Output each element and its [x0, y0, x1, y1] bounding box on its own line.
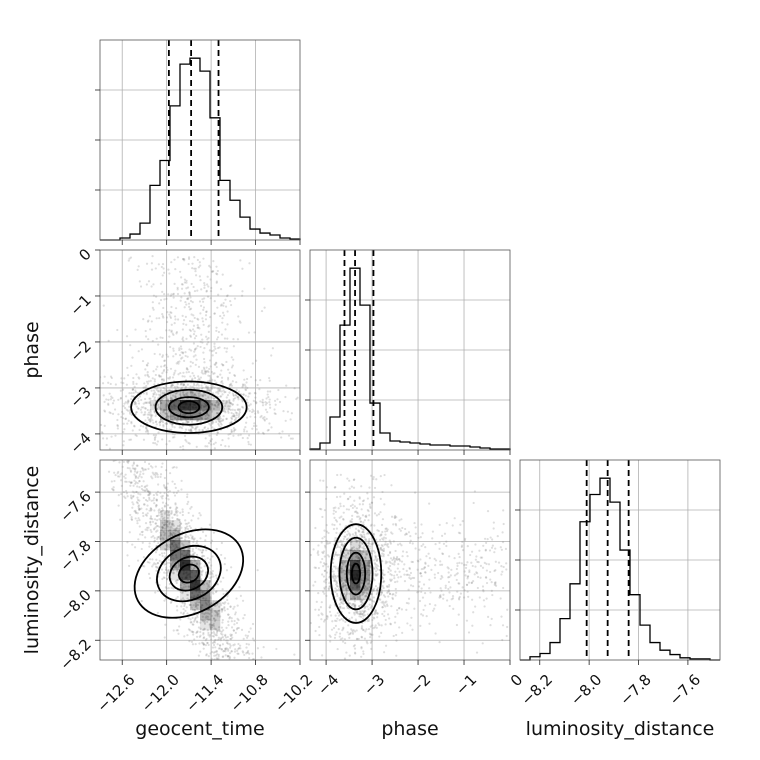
panel-hist-luminosity-distance: −8.2 −8.0 −7.8 −7.6	[515, 459, 721, 709]
y-tick-label-luminosity-distance: −7.8	[56, 537, 94, 575]
panel-scatter-phase-vs-geocent-time: −4 −3 −2 −1 0	[66, 245, 301, 457]
y-axis-label-phase: phase	[21, 321, 43, 378]
y-tick-label-phase: −2	[66, 337, 94, 365]
x-tick-label-phase: −2	[406, 671, 434, 699]
x-tick-label-geocent-time: −12.6	[93, 671, 138, 716]
y-tick-label-luminosity-distance: −8.2	[56, 635, 94, 673]
y-tick-label-luminosity-distance: −7.6	[56, 487, 94, 525]
contour-phase-vs-geocent-time-2	[154, 388, 224, 426]
histogram-geocent-time	[100, 57, 301, 241]
x-axis-label-luminosity-distance: luminosity_distance	[526, 718, 715, 740]
panel-scatter-distance-vs-geocent-time: −12.6 −12.0 −11.4 −10.8 −10.2 −8.2 −8.0 −7.8 −7.…	[56, 459, 316, 716]
y-tick-label-phase: −4	[66, 429, 94, 457]
y-tick-label-phase: −3	[66, 383, 94, 411]
y-tick-label-phase: 0	[75, 245, 94, 264]
histogram-luminosity-distance	[520, 477, 720, 661]
contour-luminosity-distance-vs-phase-3	[329, 523, 383, 624]
contour-luminosity-distance-vs-geocent-time-3	[133, 528, 245, 619]
x-tick-label-geocent-time: −11.4	[182, 671, 227, 716]
contour-phase-vs-geocent-time-1	[167, 396, 210, 419]
contour-luminosity-distance-vs-phase-0	[350, 562, 362, 585]
y-tick-label-phase: −1	[66, 291, 94, 319]
contour-luminosity-distance-vs-geocent-time-2	[156, 544, 222, 603]
contour-luminosity-distance-vs-phase-1	[345, 551, 367, 596]
x-axis-label-phase: phase	[381, 718, 438, 740]
contour-luminosity-distance-vs-geocent-time-0	[177, 563, 200, 584]
panel-hist-phase	[305, 249, 511, 455]
contour-luminosity-distance-vs-phase-2	[338, 536, 374, 611]
y-axis-label-luminosity-distance: luminosity_distance	[21, 466, 43, 655]
histogram-phase	[309, 267, 511, 450]
x-tick-label-geocent-time: −10.2	[271, 671, 316, 716]
x-tick-label-phase: −4	[314, 671, 342, 699]
contour-phase-vs-geocent-time-3	[130, 380, 248, 434]
x-tick-label-geocent-time: −10.8	[227, 671, 272, 716]
panel-scatter-distance-vs-phase: −4 −3 −2 −1 0	[305, 459, 526, 699]
x-axis-label-geocent-time: geocent_time	[135, 718, 264, 740]
panel-hist-geocent-time	[95, 39, 301, 245]
x-tick-label-luminosity-distance: −7.8	[616, 671, 654, 709]
x-tick-label-phase: −1	[452, 671, 480, 699]
contour-phase-vs-geocent-time-0	[177, 400, 201, 415]
x-tick-label-luminosity-distance: −8.0	[567, 671, 605, 709]
x-tick-label-geocent-time: −12.0	[138, 671, 183, 716]
contour-luminosity-distance-vs-geocent-time-1	[168, 555, 209, 592]
x-tick-label-luminosity-distance: −8.2	[518, 671, 556, 709]
scatter-points-phase-vs-geocent-time	[100, 255, 299, 450]
x-tick-label-phase: −3	[360, 671, 388, 699]
y-tick-label-luminosity-distance: −8.0	[56, 586, 94, 624]
x-tick-label-luminosity-distance: −7.6	[666, 671, 704, 709]
x-tick-label-phase: 0	[507, 671, 526, 690]
